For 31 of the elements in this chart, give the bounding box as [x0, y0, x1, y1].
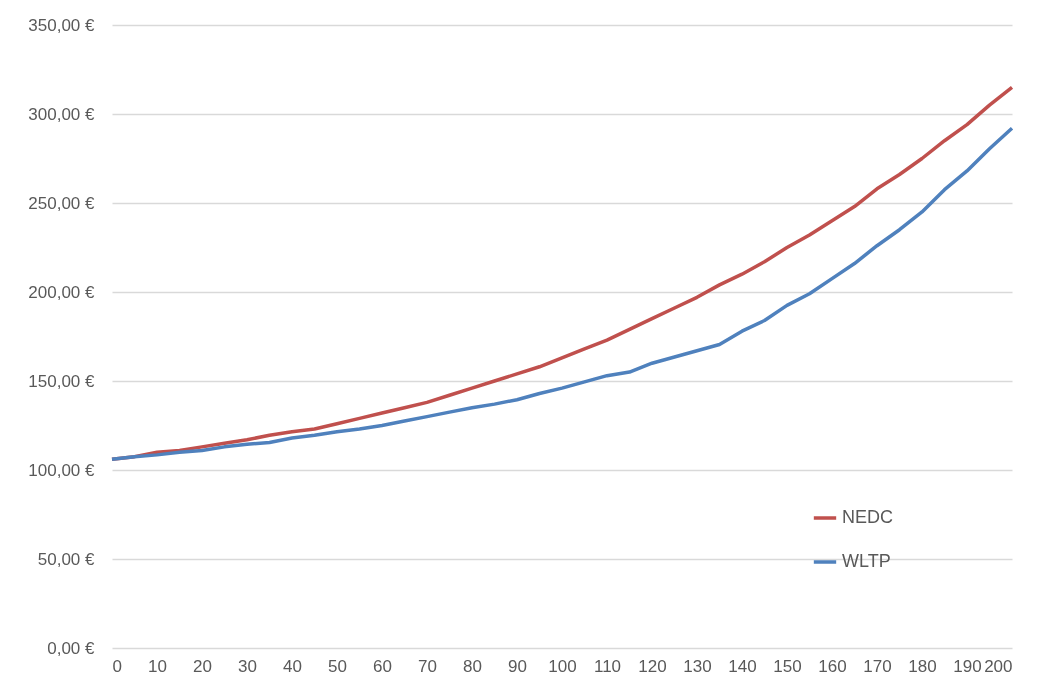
x-tick-label: 60: [373, 656, 392, 676]
y-tick-label: 200,00 €: [28, 282, 96, 302]
x-tick-label: 150: [773, 656, 802, 676]
x-tick-label: 10: [148, 656, 167, 676]
y-tick-label: 300,00 €: [28, 104, 96, 124]
x-tick-label: 20: [193, 656, 212, 676]
y-tick-label: 150,00 €: [28, 371, 96, 391]
x-tick-label: 0: [112, 656, 122, 676]
x-tick-label: 50: [328, 656, 347, 676]
x-tick-label: 180: [908, 656, 937, 676]
y-tick-label: 350,00 €: [28, 15, 96, 35]
x-tick-label: 140: [728, 656, 757, 676]
x-tick-label: 80: [463, 656, 482, 676]
x-tick-label: 110: [593, 656, 622, 676]
y-tick-label: 100,00 €: [28, 460, 96, 480]
x-tick-label: 30: [238, 656, 257, 676]
x-tick-label: 100: [548, 656, 577, 676]
x-tick-label: 190: [953, 656, 982, 676]
x-tick-label: 170: [863, 656, 892, 676]
y-tick-label: 250,00 €: [28, 193, 96, 213]
y-tick-label: 0,00 €: [47, 638, 96, 658]
x-tick-label: 160: [818, 656, 847, 676]
legend-label: NEDC: [842, 507, 894, 527]
x-tick-label: 130: [683, 656, 712, 676]
legend-label: WLTP: [842, 551, 891, 571]
x-tick-label: 70: [418, 656, 437, 676]
x-tick-label: 200: [984, 656, 1013, 676]
x-tick-label: 40: [283, 656, 302, 676]
x-tick-label: 90: [508, 656, 527, 676]
x-tick-label: 120: [638, 656, 667, 676]
y-tick-label: 50,00 €: [37, 549, 96, 569]
